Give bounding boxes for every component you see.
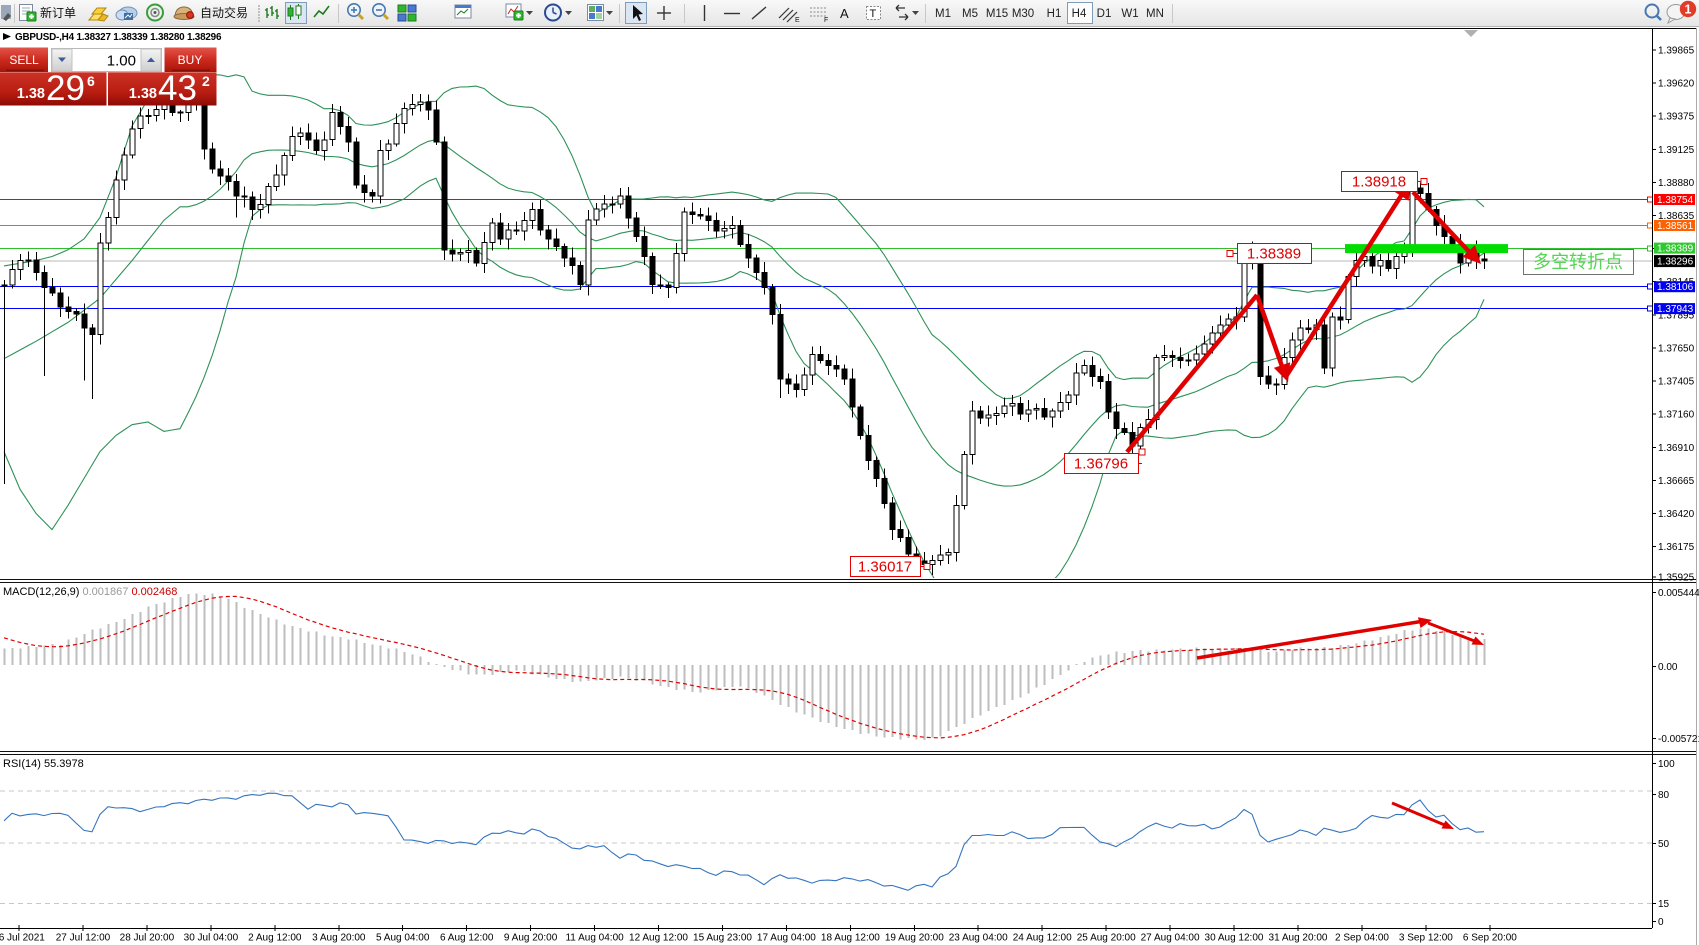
svg-text:9 Aug 20:00: 9 Aug 20:00: [504, 933, 558, 944]
svg-text:M1: M1: [935, 8, 951, 20]
svg-text:6 Aug 12:00: 6 Aug 12:00: [440, 933, 494, 944]
svg-text:1.38: 1.38: [129, 86, 157, 102]
svg-text:MN: MN: [1146, 8, 1164, 20]
svg-text:12 Aug 12:00: 12 Aug 12:00: [629, 933, 688, 944]
svg-text:30 Aug 12:00: 30 Aug 12:00: [1205, 933, 1264, 944]
svg-text:1.38106: 1.38106: [1657, 282, 1694, 293]
svg-text:1.35925: 1.35925: [1658, 573, 1695, 584]
svg-text:24 Aug 12:00: 24 Aug 12:00: [1013, 933, 1072, 944]
svg-text:RSI(14) 55.3978: RSI(14) 55.3978: [3, 758, 84, 770]
svg-text:27 Jul 12:00: 27 Jul 12:00: [56, 933, 111, 944]
svg-text:1.37650: 1.37650: [1658, 344, 1695, 355]
svg-text:E: E: [795, 17, 800, 24]
svg-text:100: 100: [1658, 759, 1675, 770]
svg-text:1.38389: 1.38389: [1657, 244, 1694, 255]
svg-text:1.36175: 1.36175: [1658, 542, 1695, 553]
svg-text:F: F: [824, 17, 828, 24]
svg-text:1.37895: 1.37895: [1658, 311, 1695, 322]
svg-text:0.005444: 0.005444: [1658, 588, 1699, 599]
svg-text:0.00: 0.00: [1658, 662, 1678, 673]
svg-text:1.39620: 1.39620: [1658, 79, 1695, 90]
svg-text:3 Aug 20:00: 3 Aug 20:00: [312, 933, 366, 944]
svg-text:2: 2: [202, 73, 210, 89]
svg-text:T: T: [870, 8, 877, 20]
svg-text:GBPUSD-,H4 1.38327 1.38339 1.: GBPUSD-,H4 1.38327 1.38339 1.38280 1.382…: [15, 32, 222, 43]
svg-text:M5: M5: [962, 8, 978, 20]
svg-text:M30: M30: [1012, 8, 1034, 20]
svg-text:1.36420: 1.36420: [1658, 509, 1695, 520]
svg-text:31 Aug 20:00: 31 Aug 20:00: [1269, 933, 1328, 944]
svg-text:W1: W1: [1121, 8, 1138, 20]
svg-text:1.38296: 1.38296: [1657, 257, 1694, 268]
svg-text:6 Sep 20:00: 6 Sep 20:00: [1463, 933, 1517, 944]
svg-text:自动交易: 自动交易: [200, 5, 248, 20]
svg-text:17 Aug 04:00: 17 Aug 04:00: [757, 933, 816, 944]
svg-text:43: 43: [158, 69, 197, 108]
svg-text:1.39865: 1.39865: [1658, 46, 1695, 57]
svg-text:新订单: 新订单: [40, 5, 76, 20]
svg-text:D1: D1: [1097, 8, 1112, 20]
svg-text:19 Aug 20:00: 19 Aug 20:00: [885, 933, 944, 944]
svg-text:50: 50: [1658, 839, 1670, 850]
svg-text:1.37160: 1.37160: [1658, 409, 1695, 420]
svg-text:1.00: 1.00: [107, 53, 136, 70]
svg-text:1.38918: 1.38918: [1352, 174, 1406, 191]
svg-text:15 Aug 23:00: 15 Aug 23:00: [693, 933, 752, 944]
svg-text:5 Aug 04:00: 5 Aug 04:00: [376, 933, 430, 944]
svg-text:1.38880: 1.38880: [1658, 178, 1695, 189]
svg-text:2 Sep 04:00: 2 Sep 04:00: [1335, 933, 1389, 944]
svg-text:1: 1: [1685, 3, 1692, 17]
svg-text:80: 80: [1658, 790, 1670, 801]
svg-text:2 Aug 12:00: 2 Aug 12:00: [248, 933, 302, 944]
svg-text:1.38561: 1.38561: [1657, 221, 1694, 232]
svg-text:29: 29: [46, 69, 85, 108]
svg-text:3 Sep 12:00: 3 Sep 12:00: [1399, 933, 1453, 944]
svg-text:1.39375: 1.39375: [1658, 112, 1695, 123]
svg-text:H4: H4: [1072, 8, 1087, 20]
svg-text:11 Aug 04:00: 11 Aug 04:00: [565, 933, 624, 944]
svg-text:MACD(12,26,9) 0.001867 0.00246: MACD(12,26,9) 0.001867 0.002468: [3, 586, 177, 598]
svg-text:M15: M15: [986, 8, 1008, 20]
svg-text:-0.005721: -0.005721: [1658, 734, 1699, 745]
svg-text:1.36910: 1.36910: [1658, 443, 1695, 454]
svg-text:SELL: SELL: [9, 53, 39, 67]
svg-text:30 Jul 04:00: 30 Jul 04:00: [184, 933, 239, 944]
svg-text:BUY: BUY: [178, 53, 203, 67]
svg-text:H1: H1: [1047, 8, 1062, 20]
svg-text:28 Jul 20:00: 28 Jul 20:00: [120, 933, 175, 944]
svg-text:6: 6: [87, 73, 95, 89]
svg-text:23 Aug 04:00: 23 Aug 04:00: [949, 933, 1008, 944]
svg-text:1.37405: 1.37405: [1658, 376, 1695, 387]
svg-text:多空转折点: 多空转折点: [1533, 252, 1623, 272]
svg-text:1.39125: 1.39125: [1658, 145, 1695, 156]
svg-text:1.36796: 1.36796: [1074, 456, 1128, 473]
svg-text:15: 15: [1658, 899, 1670, 910]
svg-text:18 Aug 12:00: 18 Aug 12:00: [821, 933, 880, 944]
svg-text:27 Aug 04:00: 27 Aug 04:00: [1141, 933, 1200, 944]
svg-text:26 Jul 2021: 26 Jul 2021: [0, 933, 45, 944]
svg-text:0: 0: [1658, 917, 1664, 928]
svg-text:25 Aug 20:00: 25 Aug 20:00: [1077, 933, 1136, 944]
svg-text:1.36017: 1.36017: [858, 559, 912, 576]
svg-text:1.37943: 1.37943: [1657, 304, 1694, 315]
svg-text:1.38635: 1.38635: [1658, 211, 1695, 222]
svg-text:A: A: [840, 6, 849, 21]
svg-text:1.38389: 1.38389: [1247, 246, 1301, 263]
svg-text:1.36665: 1.36665: [1658, 476, 1695, 487]
svg-text:1.38754: 1.38754: [1657, 195, 1694, 206]
svg-text:1.38: 1.38: [17, 86, 45, 102]
